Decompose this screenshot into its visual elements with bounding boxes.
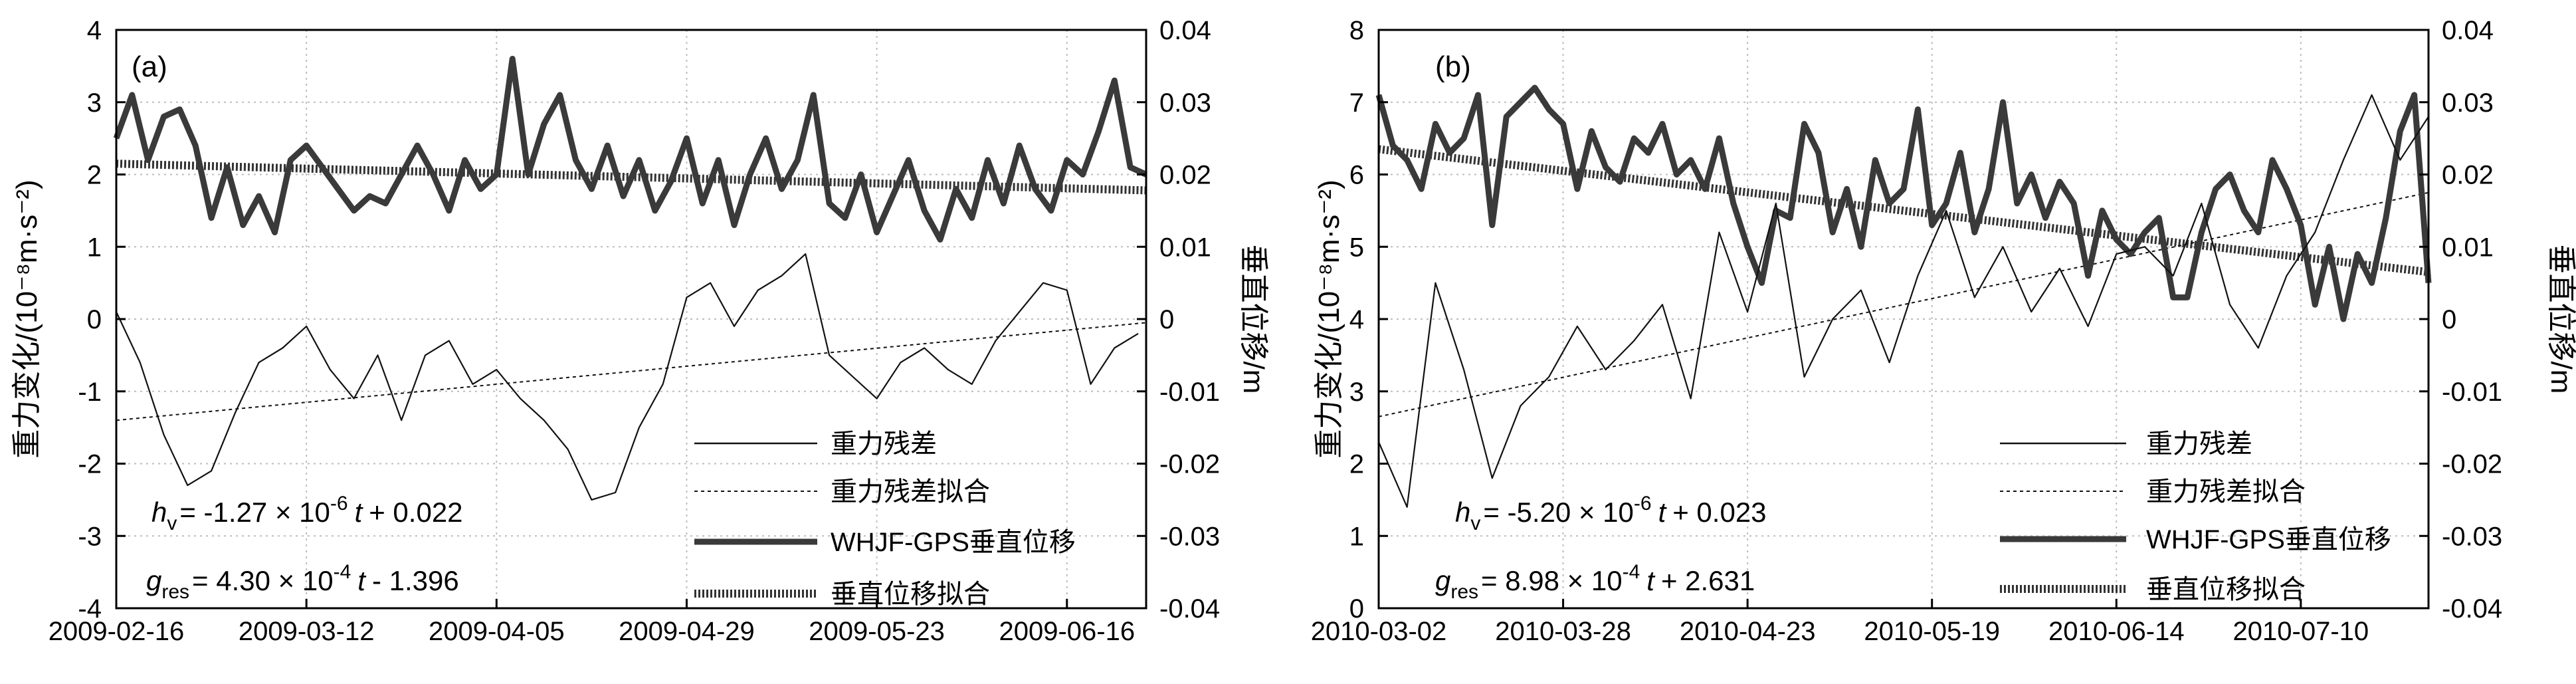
right-y-tick-label: -0.03 <box>1159 522 1220 551</box>
left-y-tick-label: 2 <box>87 161 102 190</box>
right-y-tick-label: -0.03 <box>2442 522 2502 551</box>
left-y-tick-label: -1 <box>78 378 102 407</box>
x-tick-label: 2010-03-02 <box>1311 617 1447 646</box>
left-y-tick-label: 6 <box>1349 161 1364 190</box>
legend-label-residual-b: 重力残差 <box>2146 429 2252 459</box>
equation-hv-b: hv= -5.20 × 10-6 t + 0.023 <box>1455 493 1767 534</box>
legend-a: 重力残差 重力残差拟合 WHJF-GPS垂直位移 垂直位移拟合 <box>694 429 1076 609</box>
right-y-tick-label: 0.02 <box>2442 161 2494 190</box>
left-y-tick-label: -3 <box>78 522 102 551</box>
right-y-tick-label: 0.01 <box>2442 233 2494 262</box>
series-gravity-residual-line <box>116 253 1139 501</box>
right-y-tick-label: -0.04 <box>2442 594 2502 624</box>
x-tick-label: 2010-06-14 <box>2048 617 2185 646</box>
left-y-tick-label: 4 <box>1349 305 1364 334</box>
left-y-tick-label: -2 <box>78 450 102 479</box>
left-y-tick-label: 2 <box>1349 450 1364 479</box>
x-tick-label: 2009-05-23 <box>809 617 945 646</box>
right-y-tick-label: 0 <box>2442 305 2456 334</box>
legend-label-gps-fit-b: 垂直位移拟合 <box>2146 575 2306 604</box>
left-axis-label-b: 重力变化/(10⁻⁸m·s⁻²) <box>1313 179 1345 458</box>
legend-label-gps-fit-a: 垂直位移拟合 <box>831 580 990 609</box>
right-y-tick-label: -0.04 <box>1159 594 1220 624</box>
x-tick-label: 2010-03-28 <box>1495 617 1631 646</box>
right-y-tick-label: -0.01 <box>2442 378 2502 407</box>
panel-a: 2009-02-16 2009-03-12 2009-04-05 2009-04-29… <box>11 16 1270 646</box>
right-y-tick-label: -0.02 <box>2442 450 2502 479</box>
legend-label-residual-a: 重力残差 <box>831 429 937 459</box>
x-tick-label: 2010-05-19 <box>1864 617 2000 646</box>
left-y-tick-label: -4 <box>78 594 102 624</box>
x-tick-label: 2010-04-23 <box>1680 617 1816 646</box>
left-y-tick-label: 0 <box>87 305 102 334</box>
series-gravity-residual-fit-line <box>1378 191 2429 417</box>
right-y-tick-label: -0.01 <box>1159 378 1220 407</box>
legend-label-residual-fit-a: 重力残差拟合 <box>831 477 990 507</box>
x-tick-label: 2009-04-29 <box>619 617 755 646</box>
left-y-tick-label: 1 <box>1349 522 1364 551</box>
left-y-tick-label: 7 <box>1349 88 1364 118</box>
left-y-tick-label: 3 <box>87 88 102 118</box>
panel-b: 2010-03-02 2010-03-28 2010-04-23 2010-05-19… <box>1311 16 2576 646</box>
equation-hv-a: hv= -1.27 × 10-6 t + 0.022 <box>151 493 463 534</box>
panel-label-a: (a) <box>132 51 167 83</box>
left-axis-label-a: 重力变化/(10⁻⁸m·s⁻²) <box>11 179 43 458</box>
right-axis-label-a: 垂直位移/m <box>1237 245 1270 394</box>
legend-label-gps-b: WHJF-GPS垂直位移 <box>2146 525 2391 554</box>
equation-g-b: gres= 8.98 × 10-4 t + 2.631 <box>1435 561 1755 603</box>
legend-label-gps-a: WHJF-GPS垂直位移 <box>831 528 1076 557</box>
equation-g-a: gres= 4.30 × 10-4 t - 1.396 <box>146 561 459 603</box>
left-y-tick-label: 8 <box>1349 16 1364 45</box>
x-tick-label: 2009-04-05 <box>429 617 565 646</box>
right-y-tick-label: -0.02 <box>1159 450 1220 479</box>
left-y-tick-label: 4 <box>87 16 102 45</box>
right-y-tick-label: 0 <box>1159 305 1174 334</box>
legend-label-residual-fit-b: 重力残差拟合 <box>2146 477 2306 507</box>
right-y-tick-label: 0.01 <box>1159 233 1211 262</box>
right-y-tick-label: 0.03 <box>2442 88 2494 118</box>
x-tick-label: 2009-06-16 <box>999 617 1135 646</box>
series-vertical-displacement-fit-line <box>1378 145 2429 277</box>
left-y-tick-label: 1 <box>87 233 102 262</box>
x-tick-label: 2009-02-16 <box>49 617 185 646</box>
left-y-tick-label: 5 <box>1349 233 1364 262</box>
legend-b: 重力残差 重力残差拟合 WHJF-GPS垂直位移 垂直位移拟合 <box>2000 429 2391 604</box>
series-gravity-residual-line <box>1377 94 2429 508</box>
series-gps-vertical-displacement-line <box>113 56 1147 243</box>
right-axis-label-b: 垂直位移/m <box>2545 245 2576 394</box>
series-gps-vertical-displacement-line <box>1375 84 2432 322</box>
right-y-tick-label: 0.03 <box>1159 88 1211 118</box>
left-y-tick-label: 3 <box>1349 378 1364 407</box>
right-y-tick-label: 0.02 <box>1159 161 1211 190</box>
right-y-tick-label: 0.04 <box>2442 16 2494 45</box>
x-tick-label: 2009-03-12 <box>239 617 375 646</box>
series-gravity-residual-fit-line <box>116 322 1147 421</box>
panel-label-b: (b) <box>1435 51 1471 83</box>
x-tick-label: 2010-07-10 <box>2233 617 2369 646</box>
right-y-tick-label: 0.04 <box>1159 16 1211 45</box>
left-y-tick-label: 0 <box>1349 594 1364 624</box>
